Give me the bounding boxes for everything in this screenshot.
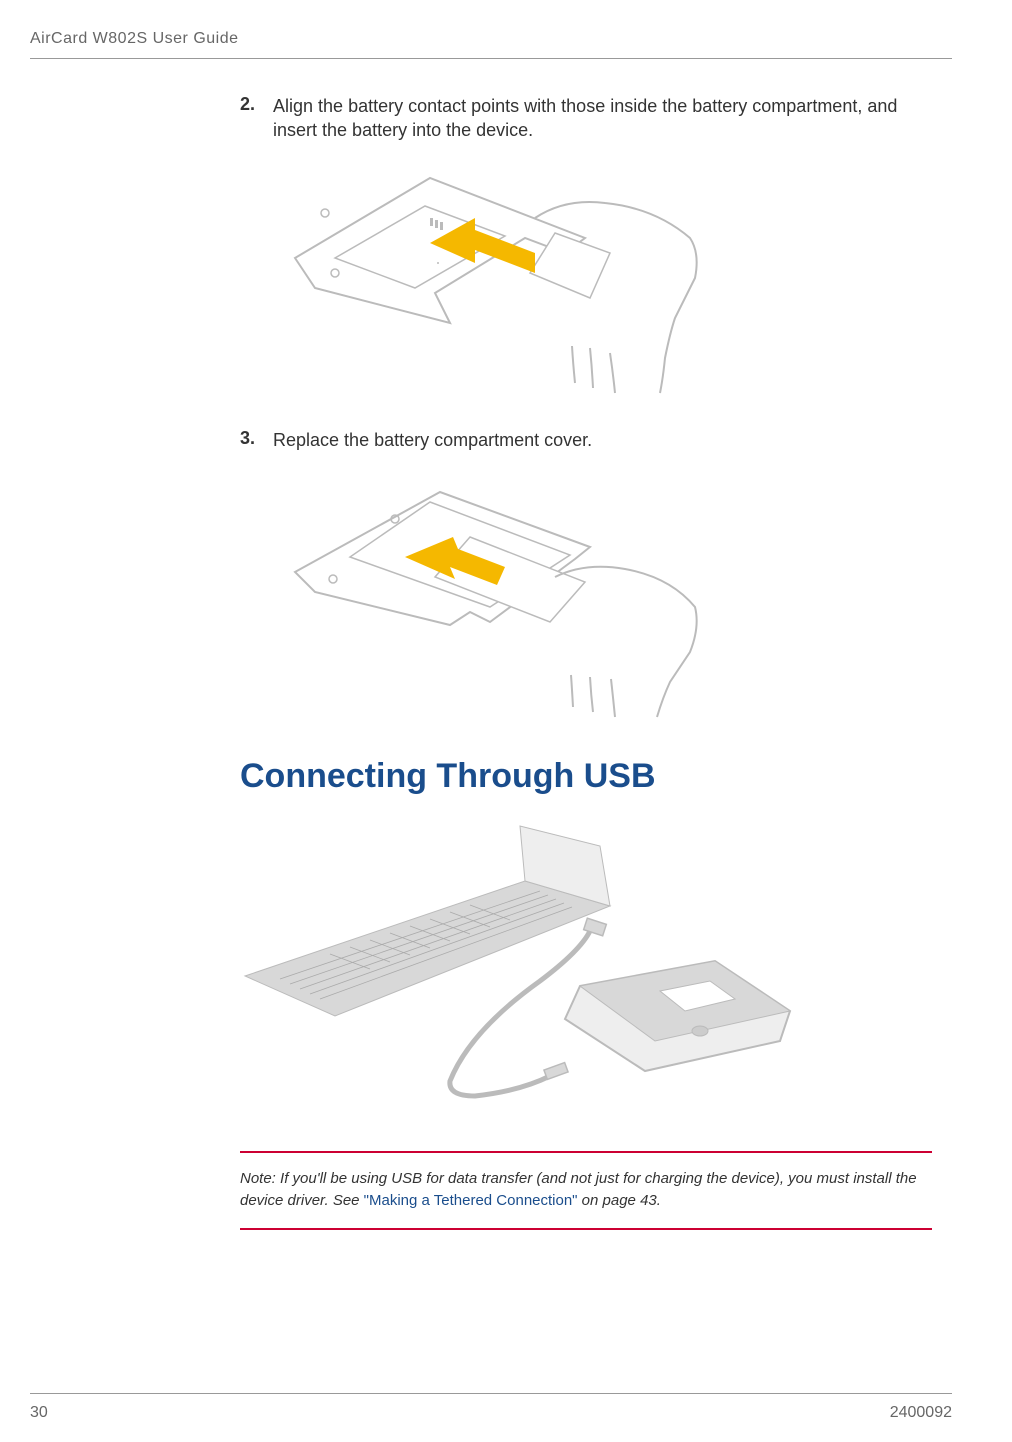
note-text-2: on page 43. [578, 1192, 661, 1209]
footer: 30 2400092 [30, 1393, 952, 1422]
step-2-text: Align the battery contact points with th… [273, 94, 932, 143]
step-3: 3. Replace the battery compartment cover… [240, 428, 932, 727]
step-2-image-container [275, 158, 932, 403]
usb-connect-image [240, 821, 810, 1111]
note-label: Note: [240, 1170, 280, 1187]
step-3-image-container [275, 467, 932, 727]
note-text: Note: If you'll be using USB for data tr… [240, 1168, 932, 1213]
step-2-number: 2. [240, 94, 255, 115]
battery-insert-image [275, 158, 705, 403]
header-title: AirCard W802S User Guide [30, 30, 952, 48]
cover-replace-image [275, 467, 705, 727]
note-rule-top [240, 1151, 932, 1153]
note-link[interactable]: "Making a Tethered Connection" [364, 1192, 578, 1209]
header-rule [30, 58, 952, 59]
section-heading: Connecting Through USB [240, 757, 932, 796]
step-3-text: Replace the battery compartment cover. [273, 428, 592, 452]
page-number: 30 [30, 1404, 48, 1422]
step-3-number: 3. [240, 428, 255, 449]
note-rule-bottom [240, 1228, 932, 1230]
step-2: 2. Align the battery contact points with… [240, 94, 932, 403]
note-section: Note: If you'll be using USB for data tr… [240, 1151, 932, 1230]
content-area: 2. Align the battery contact points with… [240, 94, 932, 1230]
footer-rule [30, 1393, 952, 1394]
doc-number: 2400092 [890, 1404, 952, 1422]
